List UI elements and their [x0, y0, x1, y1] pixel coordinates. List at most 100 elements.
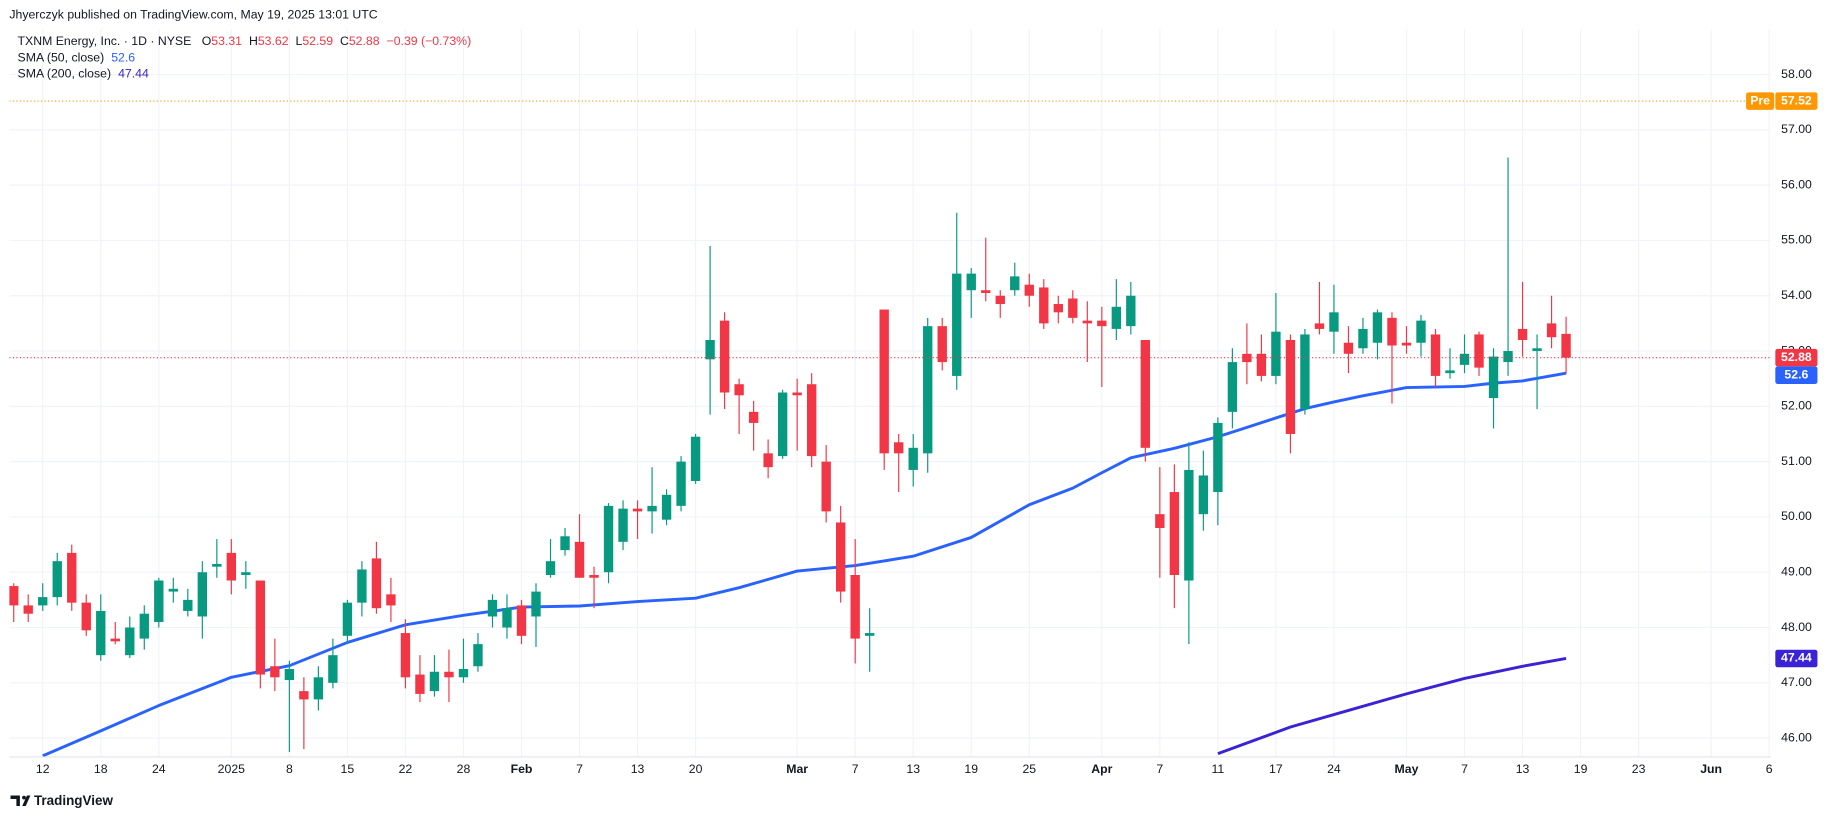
candle-body	[1271, 331, 1281, 376]
y-tick-label: 57.00	[1781, 122, 1812, 136]
premarket-value-box	[1775, 92, 1818, 110]
candle-body	[603, 505, 614, 573]
candle-body	[1358, 328, 1368, 349]
candle-body	[1227, 362, 1238, 412]
symbol-title: TXNM Energy, Inc. · 1D · NYSE	[18, 34, 192, 48]
candle-body	[792, 392, 802, 396]
x-tick-label: 17	[1269, 762, 1283, 776]
x-tick-label: 2025	[218, 762, 245, 776]
candle-body	[1401, 342, 1412, 346]
candle-body	[1329, 312, 1339, 332]
ohlc-value: 52.88	[349, 34, 380, 48]
candle-body	[168, 588, 178, 592]
grid	[9, 29, 1771, 757]
candle-body	[1198, 475, 1209, 515]
candle-body	[284, 668, 295, 681]
candle-body	[806, 384, 817, 457]
x-tick-label: 20	[689, 762, 703, 776]
ohlc-value: 53.62	[258, 34, 289, 48]
candle-body	[531, 591, 541, 617]
x-tick-label: 28	[457, 762, 471, 776]
candle-body	[241, 572, 251, 575]
candle-body	[1068, 298, 1078, 318]
legend-sma200: SMA (200, close) 47.44	[18, 67, 149, 81]
last-price-label-box	[1775, 348, 1818, 367]
candle-body	[1314, 323, 1325, 329]
brand-logo: TradingView	[10, 793, 113, 808]
candle-body	[197, 572, 207, 617]
candle-body	[226, 552, 237, 581]
legend-sma50: SMA (50, close) 52.6	[18, 51, 136, 65]
candle-body	[415, 674, 425, 694]
candle-body	[719, 320, 730, 393]
candle-body	[371, 558, 382, 609]
x-tick-label: 22	[399, 762, 413, 776]
candle-body	[1343, 342, 1354, 354]
x-tick-label: May	[1395, 762, 1419, 776]
x-tick-label: 15	[341, 762, 355, 776]
x-tick-label: 7	[576, 762, 583, 776]
x-tick-label: 24	[152, 762, 166, 776]
sma-label: 52.6	[1784, 367, 1808, 381]
candle-body	[328, 655, 338, 683]
x-tick-label: Jun	[1700, 762, 1722, 776]
candle-body	[313, 677, 324, 700]
y-tick-label: 47.00	[1781, 675, 1812, 689]
logo-icon	[10, 795, 31, 806]
ohlc-label: H	[249, 34, 258, 48]
legend-header: TXNM Energy, Inc. · 1D · NYSE O53.31 H53…	[18, 34, 472, 48]
legend-name: SMA (200, close)	[18, 67, 111, 81]
candle-body	[865, 633, 875, 636]
candle-body	[96, 610, 106, 656]
candle-body	[1488, 356, 1499, 399]
candle-body	[647, 505, 657, 512]
x-tick-label: 7	[1156, 762, 1163, 776]
candle-body	[835, 522, 846, 592]
candle-body	[400, 633, 411, 678]
sma-label-box	[1775, 649, 1818, 668]
candle-body	[299, 691, 309, 700]
x-tick-label: 12	[36, 762, 50, 776]
candle-body	[574, 541, 585, 578]
candle-body	[429, 671, 440, 692]
x-tick-label: Apr	[1091, 762, 1112, 776]
candle-body	[879, 309, 889, 454]
candle-body	[1430, 334, 1441, 376]
ohlc-value: 52.59	[302, 34, 333, 48]
candle-body	[777, 392, 788, 457]
ohlc-value: 53.31	[211, 34, 242, 48]
candle-body	[821, 461, 831, 512]
candle-body	[1387, 317, 1397, 346]
candle-body	[952, 273, 962, 376]
candle-body	[110, 638, 120, 642]
candle-body	[923, 326, 933, 454]
x-tick-label: 18	[94, 762, 108, 776]
y-tick-label: 50.00	[1781, 509, 1812, 523]
candle-body	[9, 586, 19, 606]
y-tick-label: 54.00	[1781, 288, 1812, 302]
candle-body	[357, 569, 367, 603]
y-tick-label: 52.00	[1781, 399, 1812, 413]
x-tick-label: 7	[852, 762, 859, 776]
x-tick-label: 11	[1212, 762, 1225, 776]
x-tick-label: 13	[1516, 762, 1530, 776]
candle-body	[1039, 287, 1049, 324]
candle-body	[763, 453, 773, 468]
candle-body	[487, 599, 498, 617]
price-labels: Pre 57.52 52.88 52.6 47.44	[1746, 92, 1818, 668]
sma-line	[1217, 657, 1567, 756]
y-tick-label: 49.00	[1781, 564, 1812, 578]
candle-body	[1532, 348, 1542, 352]
candle-body	[154, 580, 164, 622]
candle-body	[995, 295, 1005, 305]
candle-body	[270, 666, 280, 678]
candle-body	[1459, 353, 1470, 365]
y-tick-label: 56.00	[1781, 177, 1812, 191]
y-tick-label: 51.00	[1781, 454, 1812, 468]
candle-body	[1503, 351, 1513, 363]
x-tick-label: 8	[286, 762, 293, 776]
candle-body	[1300, 334, 1310, 410]
candle-body	[1445, 370, 1455, 374]
axes: 46.0047.0048.0049.0050.0051.0052.0053.00…	[36, 67, 1812, 776]
